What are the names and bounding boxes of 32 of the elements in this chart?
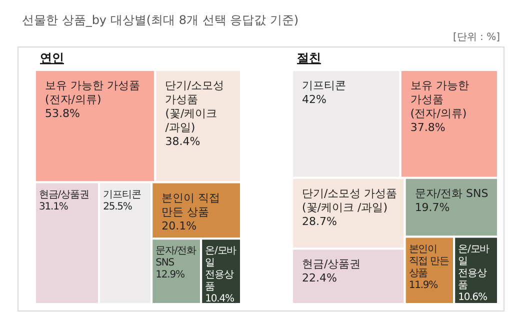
category-label: 보유 가능한 가성품 (전자/의류) [45,79,140,106]
category-label: 온/모바일 전용상품 [458,244,490,291]
category-label: 문자/전화 SNS [156,246,197,269]
category-label: 문자/전화 SNS [414,186,488,200]
category-label: 보유 가능한 가성품 (전자/의류) [410,79,469,120]
category-label: 온/모바일 전용상품 [205,246,237,293]
data-label: 38.4% [165,135,200,148]
category-label: 현금/상품권 [302,258,361,271]
data-label: 53.8% [45,107,80,120]
data-label: 37.8% [410,121,446,134]
data-label: 10.4% [205,294,234,305]
text: [단위 : %] [452,32,500,43]
data-label: 25.5% [103,201,132,212]
text: 절친 [297,51,321,65]
data-label: 28.7% [302,214,337,228]
category-label: 단기/소모성 가성품 (꽃/케이크 /과일) [165,79,224,134]
data-label: 22.4% [302,272,337,285]
data-label: 42% [302,93,326,106]
category-label: 기프티콘 [302,79,346,92]
category-label: 본인이 직접 만든 상품 [408,244,450,279]
data-label: 19.7% [414,200,450,214]
text: 선물한 상품_by 대상별(최대 8개 선택 응답값 기준) [22,13,299,27]
data-label: 11.9% [408,280,438,291]
category-label: 단기/소모성 가성품 (꽃/케이크 /과일) [302,186,398,214]
data-label: 31.1% [39,201,68,212]
text: 연인 [40,51,64,65]
category-label: 기프티콘 [103,189,142,200]
data-label: 12.9% [156,270,184,281]
category-label: 현금/상품권 [39,189,89,200]
data-label: 20.1% [162,219,197,232]
data-label: 10.6% [458,292,487,303]
category-label: 본인이 직접 만든 상품 [162,191,220,218]
